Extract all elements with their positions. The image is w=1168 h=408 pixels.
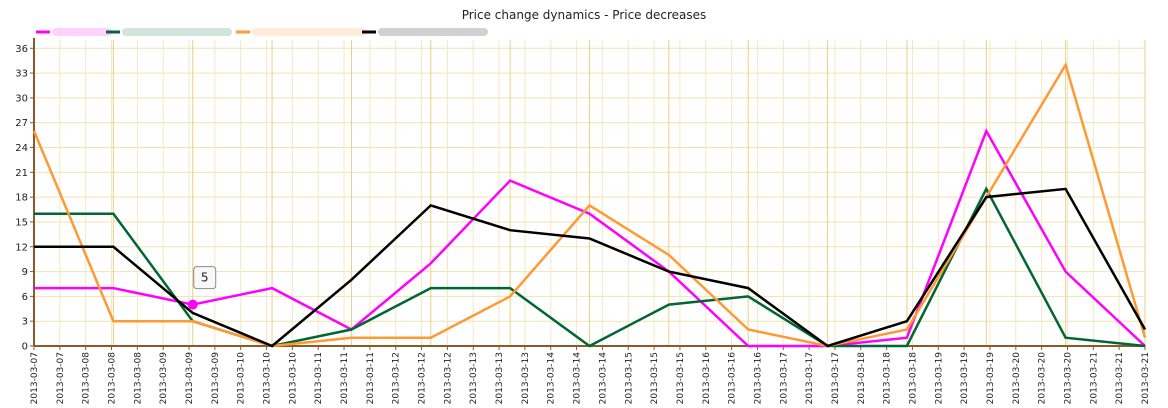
x-tick-label: 2013-03-12	[418, 352, 428, 404]
chart-title: Price change dynamics - Price decreases	[462, 8, 707, 22]
y-tick-label: 36	[15, 44, 28, 55]
x-tick-label: 2013-03-13	[495, 352, 505, 404]
x-tick-label: 2013-03-07	[30, 352, 40, 404]
y-tick-label: 27	[15, 118, 28, 129]
x-tick-label: 2013-03-14	[598, 352, 608, 405]
x-tick-label: 2013-03-14	[573, 352, 583, 405]
legend-label-2[interactable]	[122, 28, 232, 36]
y-tick-label: 0	[22, 342, 28, 353]
legend-label-4[interactable]	[378, 28, 488, 36]
x-tick-label: 2013-03-11	[314, 352, 324, 404]
tooltip-value: 5	[201, 271, 209, 285]
highlighted-point[interactable]	[187, 299, 198, 310]
x-tick-label: 2013-03-21	[1115, 352, 1125, 404]
x-tick-label: 2013-03-19	[934, 352, 944, 405]
x-tick-label: 2013-03-10	[263, 352, 273, 405]
y-tick-label: 33	[15, 69, 28, 80]
x-tick-label: 2013-03-21	[1089, 352, 1099, 404]
series-line-4[interactable]	[34, 187, 1147, 348]
x-tick-label: 2013-03-15	[624, 352, 634, 404]
x-tick-label: 2013-03-19	[960, 352, 970, 405]
x-tick-label: 2013-03-17	[779, 352, 789, 404]
y-tick-label: 18	[15, 193, 28, 204]
x-tick-label: 2013-03-08	[133, 352, 143, 405]
x-tick-label: 2013-03-18	[883, 352, 893, 405]
series-group	[32, 61, 1147, 348]
x-tick-label: 2013-03-14	[547, 352, 557, 405]
y-tick-label: 30	[15, 93, 28, 104]
x-tick-label: 2013-03-18	[857, 352, 867, 405]
x-tick-label: 2013-03-16	[702, 352, 712, 405]
legend[interactable]	[36, 28, 488, 36]
y-tick-label: 12	[15, 242, 28, 253]
x-tick-label: 2013-03-13	[521, 352, 531, 404]
x-tick-label: 2013-03-09	[159, 352, 169, 405]
x-tick-label: 2013-03-20	[1012, 352, 1022, 405]
y-tick-label: 21	[15, 168, 28, 179]
x-tick-label: 2013-03-16	[753, 352, 763, 405]
x-tick-label: 2013-03-17	[831, 352, 841, 404]
legend-label-3[interactable]	[252, 28, 367, 36]
x-tick-label: 2013-03-17	[805, 352, 815, 404]
y-tick-label: 15	[15, 217, 28, 228]
x-axis-ticks: 2013-03-07 2013-03-07 2013-03-08 2013-03-08…	[30, 346, 1151, 404]
x-tick-label: 2013-03-15	[676, 352, 686, 404]
x-tick-label: 2013-03-13	[469, 352, 479, 404]
y-tick-label: 24	[15, 143, 28, 154]
grid	[33, 40, 1146, 347]
x-tick-label: 2013-03-20	[1038, 352, 1048, 405]
x-tick-label: 2013-03-18	[908, 352, 918, 405]
tooltip-box	[193, 266, 217, 290]
series-line-1[interactable]	[34, 128, 1146, 348]
x-tick-label: 2013-03-16	[728, 352, 738, 405]
x-tick-label: 2013-03-12	[392, 352, 402, 404]
tooltip: 5	[187, 266, 217, 310]
x-tick-label: 2013-03-12	[443, 352, 453, 404]
x-tick-label: 2013-03-08	[82, 352, 92, 405]
x-tick-label: 2013-03-10	[288, 352, 298, 405]
series-line-3[interactable]	[32, 61, 1147, 348]
x-tick-label: 2013-03-19	[986, 352, 996, 405]
x-tick-label: 2013-03-08	[108, 352, 118, 405]
x-tick-label: 2013-03-11	[366, 352, 376, 404]
x-tick-label: 2013-03-07	[56, 352, 66, 404]
x-tick-label: 2013-03-11	[340, 352, 350, 404]
legend-label-1[interactable]	[52, 28, 112, 36]
x-tick-label: 2013-03-20	[1063, 352, 1073, 405]
x-tick-label: 2013-03-15	[650, 352, 660, 404]
x-tick-label: 2013-03-10	[237, 352, 247, 405]
x-tick-label: 2013-03-09	[211, 352, 221, 405]
x-tick-label: 2013-03-09	[185, 352, 195, 405]
x-tick-label: 2013-03-21	[1141, 352, 1151, 404]
y-tick-label: 6	[22, 292, 28, 303]
y-tick-label: 9	[22, 267, 28, 278]
y-tick-label: 3	[22, 317, 28, 328]
